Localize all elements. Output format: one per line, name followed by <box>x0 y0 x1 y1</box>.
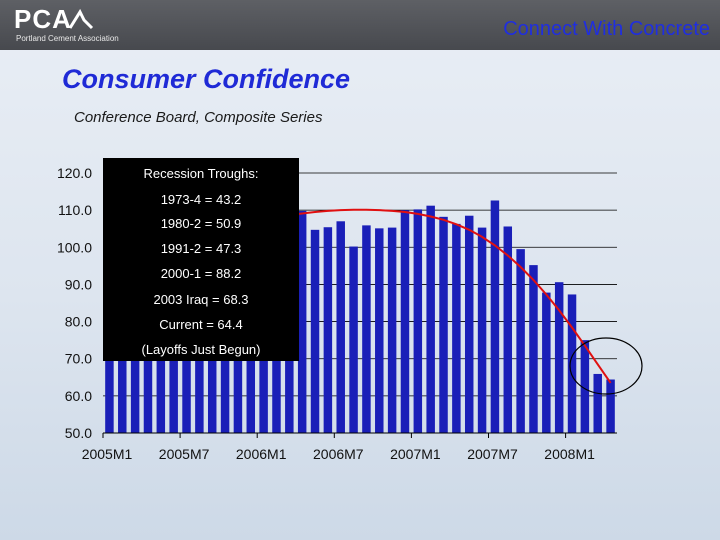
slide-subtitle: Conference Board, Composite Series <box>74 109 323 126</box>
bar <box>362 225 371 433</box>
highlight-circle <box>569 337 643 395</box>
bar <box>387 227 397 433</box>
bar <box>580 340 590 433</box>
y-tick-label: 90.0 <box>65 276 92 292</box>
x-tick-label: 2007M7 <box>467 446 518 462</box>
x-tick-label: 2005M1 <box>82 446 133 462</box>
slide-title: Consumer Confidence <box>62 64 351 94</box>
bar <box>439 216 448 433</box>
tagline: Connect With Concrete <box>503 18 710 40</box>
y-tick-label: 60.0 <box>65 388 92 404</box>
bar <box>606 379 615 433</box>
bar <box>297 210 307 433</box>
bar <box>593 373 602 433</box>
annotation-box: Recession Troughs: 1973-4 = 43.2 1980-2 = … <box>103 158 299 361</box>
annotation-line: 1973-4 = 43.2 <box>160 192 242 207</box>
bar <box>349 246 358 433</box>
bar <box>323 227 333 433</box>
bar <box>542 292 551 433</box>
x-tick-label: 2008M1 <box>544 446 595 462</box>
x-tick-label: 2006M1 <box>236 446 287 462</box>
y-tick-label: 50.0 <box>65 425 92 441</box>
y-tick-label: 120.0 <box>57 165 92 181</box>
annotation-heading: Recession Troughs: <box>143 166 259 181</box>
annotation-line: 2003 Iraq = 68.3 <box>153 292 249 307</box>
bar <box>375 228 384 433</box>
bar <box>220 302 230 433</box>
bar <box>529 265 538 433</box>
annotation-line: 1980-2 = 50.9 <box>160 216 242 231</box>
y-tick-label: 80.0 <box>65 314 92 330</box>
annotation-line: (Layoffs Just Begun) <box>141 342 261 357</box>
bar <box>477 227 487 433</box>
x-tick-label: 2005M7 <box>159 446 210 462</box>
bar <box>554 282 564 433</box>
bar <box>452 223 461 433</box>
annotation-line: Current = 64.4 <box>159 317 243 332</box>
logo-subtext: Portland Cement Association <box>16 34 119 43</box>
bar <box>567 294 577 433</box>
header-bar: PCA Portland Cement Association Connect … <box>0 0 720 50</box>
bar <box>464 215 474 433</box>
bar <box>310 229 320 433</box>
pca-logo: PCA Portland Cement Association <box>14 4 124 44</box>
bar <box>336 221 345 433</box>
logo-swoosh-icon <box>68 8 94 30</box>
bar <box>503 226 513 433</box>
logo-text: PCA <box>14 4 72 34</box>
x-tick-label: 2007M1 <box>390 446 441 462</box>
annotation-line: 2000-1 = 88.2 <box>160 266 242 281</box>
bar <box>400 210 410 433</box>
y-tick-label: 70.0 <box>65 351 92 367</box>
bar <box>207 293 217 433</box>
bar <box>490 200 500 433</box>
bar <box>426 205 435 433</box>
bar <box>516 249 525 433</box>
x-tick-label: 2006M7 <box>313 446 364 462</box>
bar <box>413 209 423 433</box>
y-tick-label: 100.0 <box>57 239 92 255</box>
annotation-line: 1991-2 = 47.3 <box>160 241 242 256</box>
y-tick-label: 110.0 <box>58 202 92 218</box>
